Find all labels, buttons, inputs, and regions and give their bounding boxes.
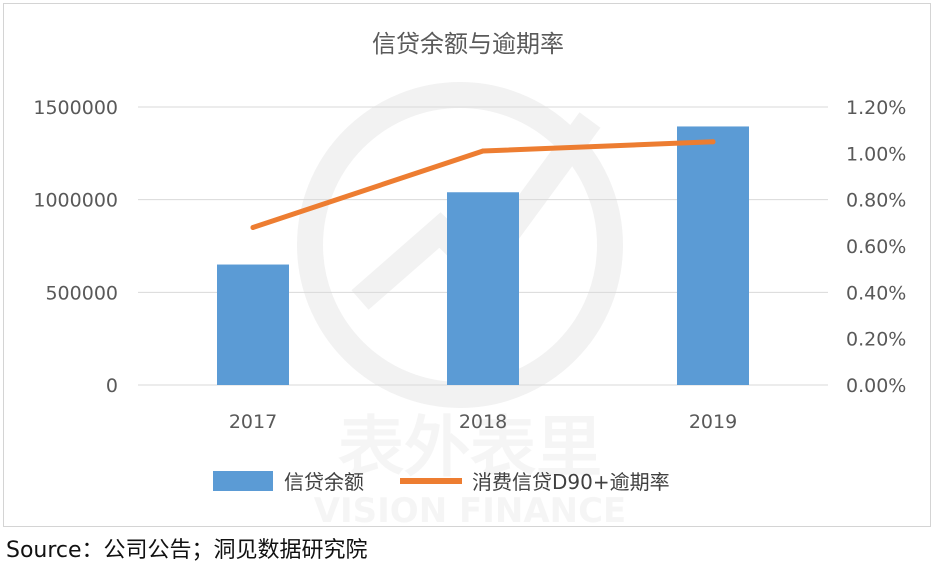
bar <box>677 126 749 386</box>
left-tick-label: 1000000 <box>33 190 118 212</box>
x-tick-label: 2018 <box>459 411 507 433</box>
legend-label-line: 消费信贷D90+逾期率 <box>472 470 670 494</box>
bar <box>447 192 519 385</box>
x-axis: 2017 2018 2019 <box>229 411 737 433</box>
right-tick-label: 0.40% <box>846 282 906 304</box>
chart-frame <box>3 3 931 527</box>
right-tick-label: 1.20% <box>846 97 906 119</box>
right-tick-label: 1.00% <box>846 143 906 165</box>
left-axis: 0 500000 1000000 1500000 <box>33 97 118 397</box>
right-tick-label: 0.80% <box>846 190 906 212</box>
line-point <box>710 139 716 145</box>
right-tick-label: 0.60% <box>846 236 906 258</box>
chart: 表外表里 VISION FINANCE 信贷余额与逾期率 0 500000 1000… <box>33 30 907 530</box>
line-point <box>250 224 256 230</box>
right-tick-label: 0.00% <box>846 375 906 397</box>
line-point <box>480 148 486 154</box>
x-tick-label: 2017 <box>229 411 277 433</box>
left-tick-label: 1500000 <box>33 97 118 119</box>
x-tick-label: 2019 <box>689 411 737 433</box>
right-tick-label: 0.20% <box>846 329 906 351</box>
right-axis: 0.00% 0.20% 0.40% 0.60% 0.80% 1.00% 1.20% <box>846 97 906 397</box>
legend-swatch-bar <box>213 471 273 491</box>
bar-series <box>217 126 749 386</box>
left-tick-label: 500000 <box>45 282 118 304</box>
source-note: Source：公司公告；洞见数据研究院 <box>6 538 368 563</box>
watermark-cn: 表外表里 <box>338 409 602 486</box>
chart-title: 信贷余额与逾期率 <box>372 30 564 58</box>
bar <box>217 264 289 385</box>
legend-label-bar: 信贷余额 <box>284 470 364 494</box>
legend: 信贷余额 消费信贷D90+逾期率 <box>213 470 670 494</box>
watermark-en: VISION FINANCE <box>314 491 627 530</box>
left-tick-label: 0 <box>106 375 118 397</box>
line-series <box>250 139 716 230</box>
